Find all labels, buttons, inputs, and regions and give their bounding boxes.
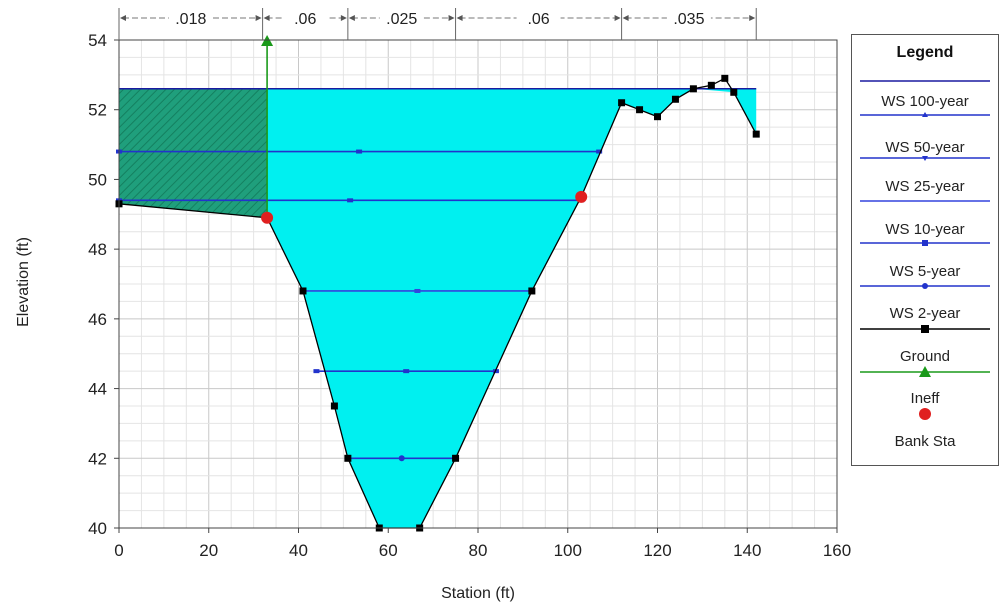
- x-tick-label: 160: [823, 541, 851, 560]
- ground-point: [618, 99, 626, 107]
- x-tick-label: 100: [554, 541, 582, 560]
- water-fill: [119, 88, 757, 529]
- ground-point: [330, 402, 338, 410]
- x-tick-label: 120: [643, 541, 671, 560]
- ground-point: [730, 88, 738, 96]
- ws-marker: [398, 455, 405, 462]
- legend-marker: [922, 112, 928, 117]
- legend-label-ws-100: WS 100-year: [881, 93, 969, 110]
- y-tick-label: 46: [88, 310, 107, 329]
- legend-label-ws-10: WS 10-year: [885, 221, 965, 238]
- ws-marker: [356, 149, 363, 154]
- ws-marker: [596, 149, 603, 154]
- y-tick-label: 50: [88, 170, 107, 189]
- mannings-n-label: .06: [527, 11, 549, 28]
- legend-marker: [922, 240, 928, 246]
- ground-point: [671, 95, 679, 103]
- mannings-arrow-left: [263, 15, 270, 21]
- mannings-label-bg: [516, 8, 561, 28]
- water-area: [119, 88, 757, 529]
- ground-point: [654, 113, 661, 121]
- y-tick-label: 48: [88, 240, 107, 259]
- y-tick-label: 40: [88, 519, 107, 538]
- ws-marker: [313, 369, 320, 374]
- x-tick-label: 0: [114, 541, 123, 560]
- legend-label-ws-5: WS 5-year: [889, 263, 961, 280]
- legend-label-bank-sta: Bank Sta: [894, 433, 956, 450]
- mannings-arrow-right: [448, 15, 455, 21]
- legend-label-ws-2: WS 2-year: [889, 305, 961, 322]
- ws-marker: [403, 369, 410, 374]
- ineffective-flow-area: [119, 88, 268, 218]
- legend-label-ineff: Ineff: [910, 390, 940, 407]
- x-axis-label: Station (ft): [441, 585, 515, 602]
- y-tick-label: 54: [88, 31, 107, 50]
- mannings-arrow-right: [340, 15, 347, 21]
- x-tick-label: 140: [733, 541, 761, 560]
- mannings-arrow-left: [120, 15, 126, 21]
- mannings-arrow-right: [614, 15, 621, 21]
- mannings-label-bg: [168, 8, 213, 28]
- ground-point: [528, 287, 536, 295]
- legend-marker: [919, 408, 931, 420]
- mannings-n-label: .06: [294, 11, 316, 28]
- mannings-arrow-left: [622, 15, 629, 21]
- ground-point: [299, 287, 307, 295]
- ground-point: [721, 74, 729, 82]
- mannings-label-bg: [379, 8, 424, 28]
- mannings-n-label: .035: [673, 11, 704, 28]
- ground-point: [636, 106, 644, 114]
- ground-point: [707, 81, 715, 89]
- y-tick-label: 52: [88, 101, 107, 120]
- mannings-arrow-left: [348, 15, 355, 21]
- x-tick-label: 80: [469, 541, 488, 560]
- ws-marker: [414, 288, 421, 293]
- bank-station-point: [261, 211, 274, 224]
- legend-title: Legend: [896, 44, 954, 61]
- mannings-arrow-right: [255, 15, 262, 21]
- legend: Legend WS 100-year WS 50-year WS 25-year…: [851, 34, 999, 466]
- mannings-arrow-right: [749, 15, 756, 21]
- legend-marker: [922, 283, 928, 289]
- x-tick-label: 60: [379, 541, 398, 560]
- legend-markers: [860, 80, 990, 420]
- mannings-n-label: .025: [386, 11, 417, 28]
- y-tick-label: 44: [88, 380, 107, 399]
- mannings-n-label: .018: [175, 11, 206, 28]
- x-tick-label: 40: [289, 541, 308, 560]
- mannings-label-bg: [283, 8, 328, 28]
- ground-point: [752, 130, 760, 138]
- legend-marker: [921, 325, 929, 333]
- ground-point: [689, 85, 697, 93]
- ws-marker: [347, 198, 354, 203]
- legend-marker: [919, 366, 931, 377]
- legend-label-ws-50: WS 50-year: [885, 139, 965, 156]
- y-axis-label: Elevation (ft): [15, 237, 32, 327]
- bank-station-point: [575, 190, 588, 203]
- mannings-n-bar: .018 .06 .025 .06 .035: [118, 8, 757, 40]
- mannings-label-bg: [666, 8, 711, 28]
- ground-point: [344, 454, 352, 462]
- ground-point: [452, 454, 460, 462]
- mannings-arrow-left: [456, 15, 463, 21]
- legend-label-ground: Ground: [899, 348, 951, 365]
- y-tick-label: 42: [88, 449, 107, 468]
- legend-label-ws-25: WS 25-year: [885, 178, 965, 195]
- legend-marker: [922, 156, 928, 161]
- x-tick-label: 20: [199, 541, 218, 560]
- axes: 0 20 40 60 80 100 120 140 160 40 42 44 46 48 50 52 54: [88, 31, 851, 560]
